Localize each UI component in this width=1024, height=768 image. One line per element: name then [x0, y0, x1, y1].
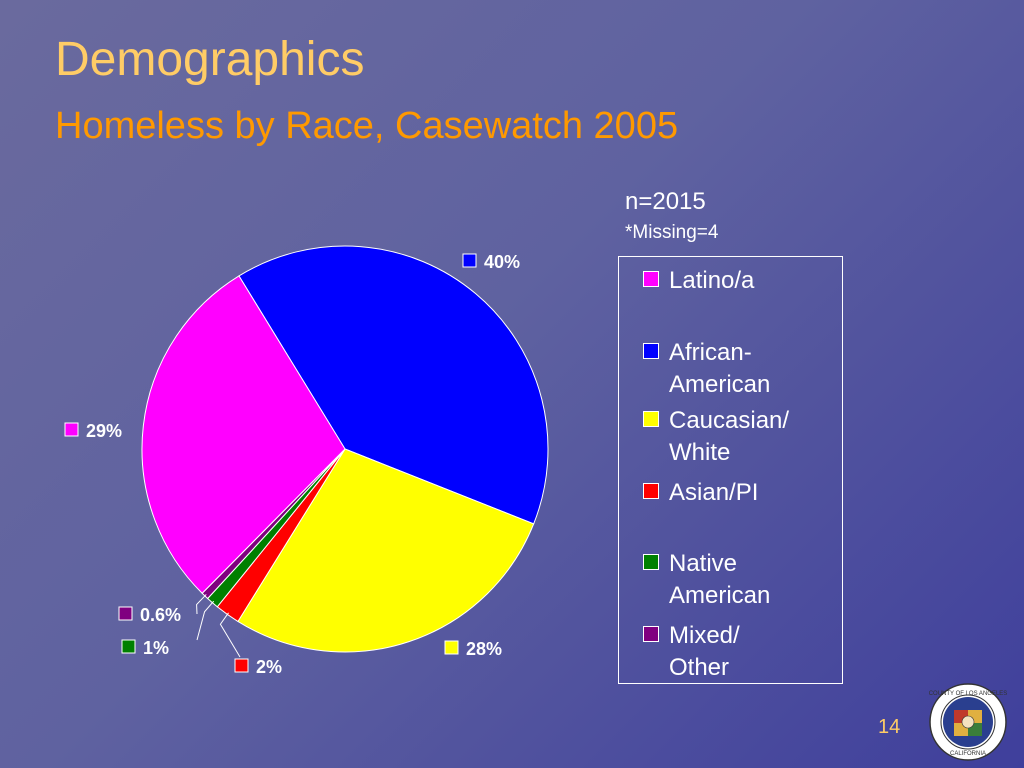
data-label-caucasian: 28% [466, 639, 502, 659]
data-label-latino: 29% [86, 421, 122, 441]
legend-item-asian: Asian/PI [643, 477, 833, 509]
leader-line-mixed-other [196, 594, 207, 615]
data-label-swatch-native-american [121, 639, 136, 654]
legend-swatch-asian [643, 483, 659, 499]
leader-line-asian [219, 612, 241, 658]
legend-swatch-caucasian [643, 411, 659, 427]
slide-title: Demographics [55, 33, 365, 86]
pie-slice-african-american [238, 245, 549, 525]
legend-label-latino: Latino/a [669, 267, 755, 294]
data-label-asian: 2% [256, 657, 282, 677]
sample-size-note: n=2015 [625, 188, 706, 215]
data-label-swatch-asian [234, 658, 249, 673]
legend-label-caucasian: Caucasian/ White [669, 407, 790, 466]
pie-slice-latino [141, 275, 346, 594]
data-label-african-american: 40% [484, 252, 520, 272]
legend-swatch-mixed-other [643, 626, 659, 642]
pie-slice-caucasian [237, 448, 535, 653]
legend-item-native-american: Native American [643, 548, 833, 612]
page-number: 14 [878, 716, 901, 738]
data-label-native-american: 1% [143, 638, 169, 658]
county-seal-logo: COUNTY OF LOS ANGELES CALIFORNIA [929, 683, 1008, 761]
legend-item-latino: Latino/a [643, 265, 833, 297]
legend-label-mixed-other: Mixed/ Other [669, 622, 740, 681]
data-label-swatch-caucasian [444, 640, 459, 655]
legend-item-caucasian: Caucasian/ White [643, 405, 833, 469]
data-label-swatch-african-american [462, 253, 477, 268]
legend-swatch-latino [643, 271, 659, 287]
missing-note: *Missing=4 [625, 222, 719, 243]
legend-item-mixed-other: Mixed/ Other [643, 620, 833, 684]
svg-text:COUNTY OF LOS ANGELES: COUNTY OF LOS ANGELES [929, 691, 1008, 697]
chart-legend: Latino/a African- American Caucasian/ Wh… [618, 256, 843, 684]
legend-label-native-american: Native American [669, 550, 771, 609]
legend-swatch-native-american [643, 554, 659, 570]
legend-swatch-african-american [643, 343, 659, 359]
legend-label-african-american: African- American [669, 339, 771, 398]
data-label-mixed-other: 0.6% [140, 605, 181, 625]
leader-line-native-american [196, 600, 215, 641]
data-label-swatch-latino [64, 422, 79, 437]
data-label-swatch-mixed-other [118, 606, 133, 621]
slide-subtitle: Homeless by Race, Casewatch 2005 [55, 105, 679, 147]
legend-label-asian: Asian/PI [669, 479, 759, 506]
svg-text:CALIFORNIA: CALIFORNIA [950, 751, 986, 757]
legend-item-african-american: African- American [643, 337, 833, 401]
